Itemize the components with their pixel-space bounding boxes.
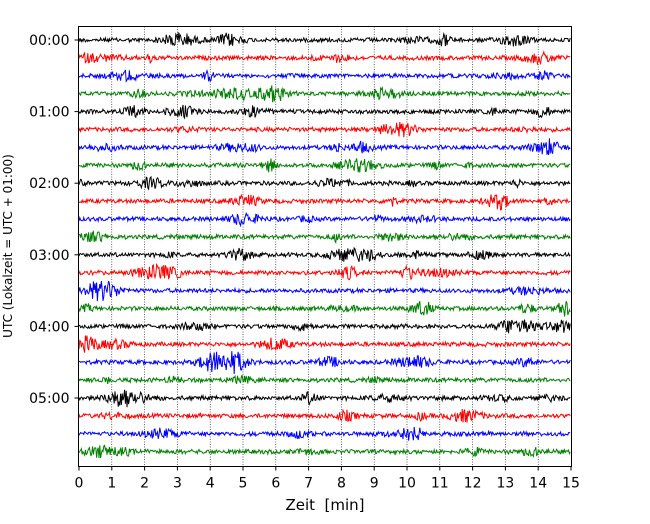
trace-line <box>78 158 571 173</box>
y-tick-label: 01:00 <box>29 105 69 121</box>
trace-line <box>78 68 571 83</box>
trace-line <box>78 319 571 334</box>
trace-line <box>78 408 571 423</box>
trace-line <box>78 262 571 281</box>
grid-lines <box>111 26 539 467</box>
y-axis-label: UTC (Lokalzeit = UTC + 01:00) <box>1 154 15 338</box>
seismic-traces <box>78 31 571 459</box>
trace-line <box>78 300 571 317</box>
x-tick-label: 13 <box>496 476 514 492</box>
trace-line <box>78 246 571 262</box>
x-tick-label: 0 <box>75 476 84 492</box>
trace-line <box>78 280 571 302</box>
x-tick-label: 8 <box>337 476 346 492</box>
trace-line <box>78 426 571 441</box>
y-axis-ticks: 00:00 01:00 02:00 03:00 04:00 05:00 <box>29 33 79 407</box>
trace-line <box>78 193 571 211</box>
x-axis-ticks: 0 1 2 3 4 5 6 7 8 9 10 11 12 13 14 15 <box>75 466 580 492</box>
y-tick-label: 05:00 <box>29 391 69 407</box>
trace-line <box>78 31 571 47</box>
trace-line <box>78 175 571 191</box>
trace-line <box>78 230 571 244</box>
x-tick-label: 12 <box>464 476 482 492</box>
trace-line <box>78 104 571 120</box>
trace-line <box>78 85 571 103</box>
y-tick-label: 03:00 <box>29 248 69 264</box>
x-axis-label: Zeit [min] <box>285 496 364 514</box>
trace-line <box>78 374 571 385</box>
x-tick-label: 5 <box>239 476 248 492</box>
trace-line <box>78 444 571 459</box>
y-tick-label: 02:00 <box>29 176 69 192</box>
trace-line <box>78 138 571 155</box>
x-tick-label: 15 <box>562 476 580 492</box>
x-tick-label: 14 <box>529 476 547 492</box>
x-tick-label: 4 <box>206 476 215 492</box>
y-tick-label: 00:00 <box>29 33 69 49</box>
x-tick-label: 2 <box>140 476 149 492</box>
y-tick-label: 04:00 <box>29 319 69 335</box>
trace-line <box>78 211 571 228</box>
trace-line <box>78 335 571 353</box>
trace-line <box>78 50 571 66</box>
trace-line <box>78 121 571 138</box>
x-tick-label: 3 <box>173 476 182 492</box>
trace-line <box>78 351 571 375</box>
x-tick-label: 6 <box>271 476 280 492</box>
x-tick-label: 9 <box>370 476 379 492</box>
x-tick-label: 11 <box>431 476 449 492</box>
x-tick-label: 10 <box>398 476 416 492</box>
x-tick-label: 1 <box>107 476 116 492</box>
plot-frame <box>78 26 572 467</box>
trace-line <box>78 389 571 408</box>
x-tick-label: 7 <box>304 476 313 492</box>
